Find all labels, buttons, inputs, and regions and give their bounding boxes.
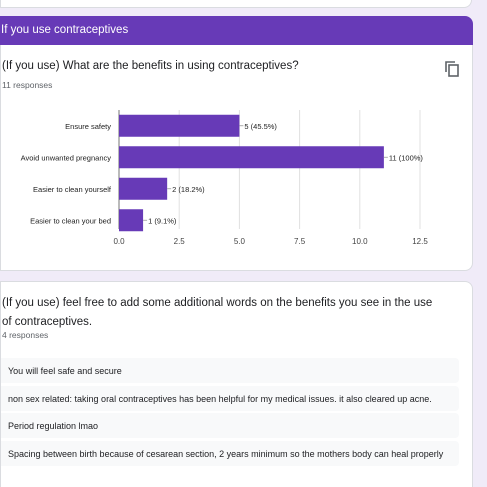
chart-bar bbox=[119, 114, 240, 137]
response-item: You will feel safe and secure bbox=[1, 358, 459, 383]
chart-category-label: Easier to clean your bed bbox=[30, 216, 111, 225]
bar-chart: 0.0 2.5 5.0 7.5 10.0 12.5 Ensure safety 5 (45.5… bbox=[21, 110, 428, 246]
chart-data-label: 5 (45.5%) bbox=[244, 122, 277, 131]
response-item: Spacing between birth because of cesarea… bbox=[1, 441, 459, 466]
chart-category-label: Avoid unwanted pregnancy bbox=[21, 153, 112, 162]
section-title: If you use contraceptives bbox=[1, 24, 129, 36]
section-header: If you use contraceptives bbox=[0, 16, 473, 45]
previous-card bbox=[0, 0, 472, 8]
chart-bar bbox=[119, 177, 168, 200]
chart-category-label: Ensure safety bbox=[65, 122, 111, 131]
response-count: 4 responses bbox=[2, 330, 49, 340]
chart-tick-label: 12.5 bbox=[412, 237, 428, 246]
question-card-additional-words: (If you use) feel free to add some addit… bbox=[0, 281, 473, 487]
chart-data-label: 11 (100%) bbox=[389, 153, 424, 162]
chart-category-label: Easier to clean yourself bbox=[33, 185, 112, 194]
question-title: (If you use) feel free to add some addit… bbox=[2, 297, 433, 328]
chart-bar bbox=[119, 209, 144, 232]
chart-tick-label: 0.0 bbox=[113, 237, 125, 246]
chart-tick-label: 5.0 bbox=[234, 237, 246, 246]
question-title: (If you use) What are the benefits in us… bbox=[2, 60, 299, 72]
response-count: 11 responses bbox=[2, 80, 53, 90]
chart-data-label: 2 (18.2%) bbox=[172, 185, 205, 194]
copy-icon[interactable] bbox=[445, 61, 459, 77]
question-card-benefits: (If you use) What are the benefits in us… bbox=[0, 45, 473, 271]
chart-tick-label: 7.5 bbox=[294, 237, 306, 246]
response-item: Period regulation lmao bbox=[1, 413, 459, 438]
response-item: non sex related: taking oral contracepti… bbox=[1, 386, 459, 411]
chart-tick-label: 2.5 bbox=[174, 237, 186, 246]
chart-tick-label: 10.0 bbox=[352, 237, 368, 246]
chart-data-label: 1 (9.1%) bbox=[148, 216, 177, 225]
chart-bar bbox=[119, 146, 384, 169]
